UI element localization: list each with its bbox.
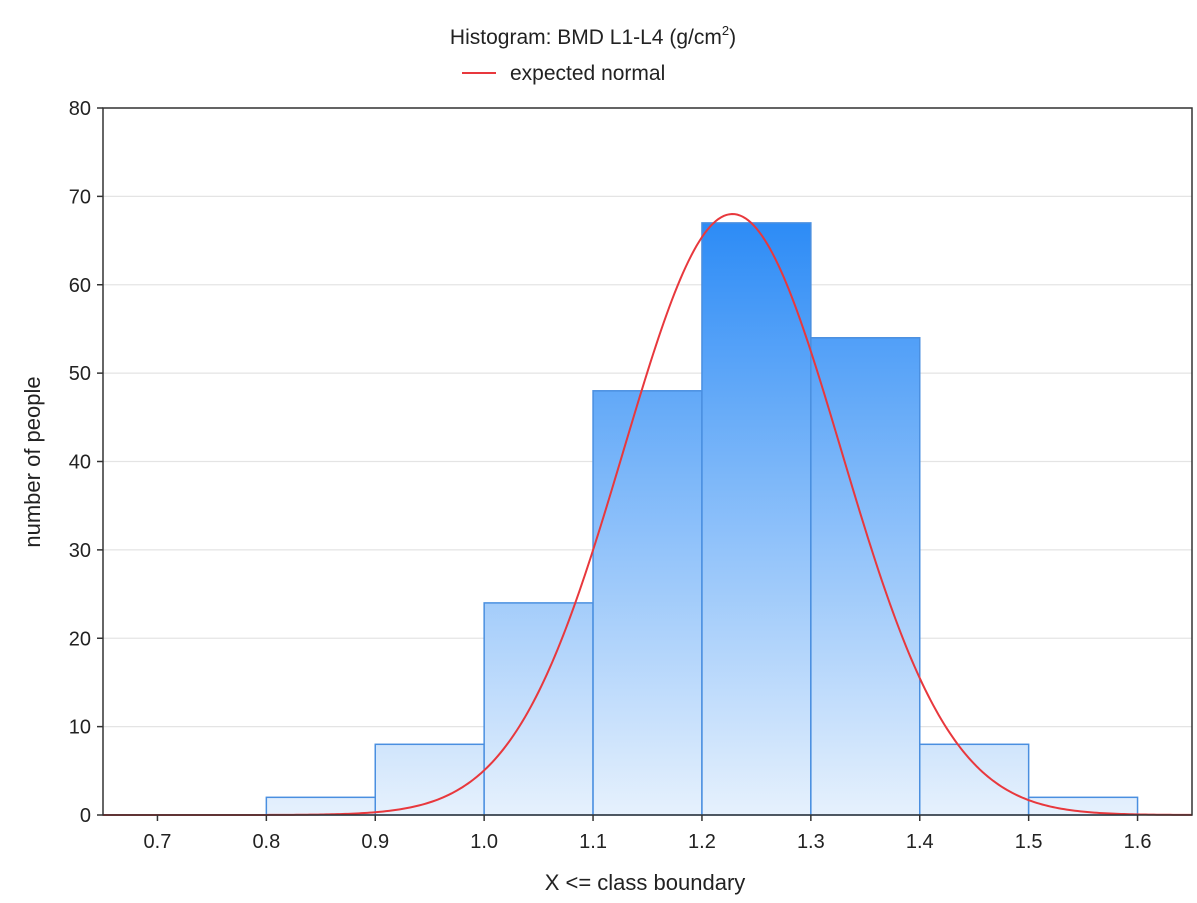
- x-tick-label: 0.9: [361, 831, 389, 853]
- y-tick-label: 20: [69, 628, 91, 650]
- legend-label: expected normal: [510, 62, 665, 85]
- y-tick-label: 70: [69, 186, 91, 208]
- y-tick-label: 50: [69, 363, 91, 385]
- histogram-bar: [919, 743, 1030, 816]
- y-tick-label: 60: [69, 275, 91, 297]
- x-tick-label: 1.3: [797, 831, 825, 853]
- y-tick-label: 0: [80, 805, 91, 827]
- y-tick-label: 10: [69, 717, 91, 739]
- x-tick-label: 1.6: [1124, 831, 1152, 853]
- x-tick-label: 0.8: [252, 831, 280, 853]
- histogram-bar: [483, 602, 594, 816]
- x-tick-label: 1.4: [906, 831, 934, 853]
- y-tick-label: 30: [69, 540, 91, 562]
- y-tick-label: 80: [69, 98, 91, 120]
- y-tick-label: 40: [69, 452, 91, 474]
- x-tick-label: 1.1: [579, 831, 607, 853]
- chart-title: Histogram: BMD L1-L4 (g/cm2): [450, 23, 736, 49]
- x-tick-label: 1.0: [470, 831, 498, 853]
- histogram-bar: [810, 337, 921, 816]
- x-tick-label: 0.7: [144, 831, 172, 853]
- histogram-bar: [374, 743, 485, 816]
- chart-title-superscript: 2: [722, 23, 729, 38]
- x-tick-label: 1.5: [1015, 831, 1043, 853]
- y-axis-title: number of people: [20, 376, 45, 547]
- y-axis-ticks: 0 10 20 30 40 50 60 70 80: [69, 98, 103, 827]
- histogram-bar: [592, 390, 703, 816]
- histogram-bar: [701, 222, 812, 816]
- x-tick-label: 1.2: [688, 831, 716, 853]
- x-axis-title: X <= class boundary: [545, 870, 746, 895]
- x-axis-ticks: 0.7 0.8 0.9 1.0 1.1 1.2 1.3 1.4 1.5 1.6: [144, 815, 1152, 853]
